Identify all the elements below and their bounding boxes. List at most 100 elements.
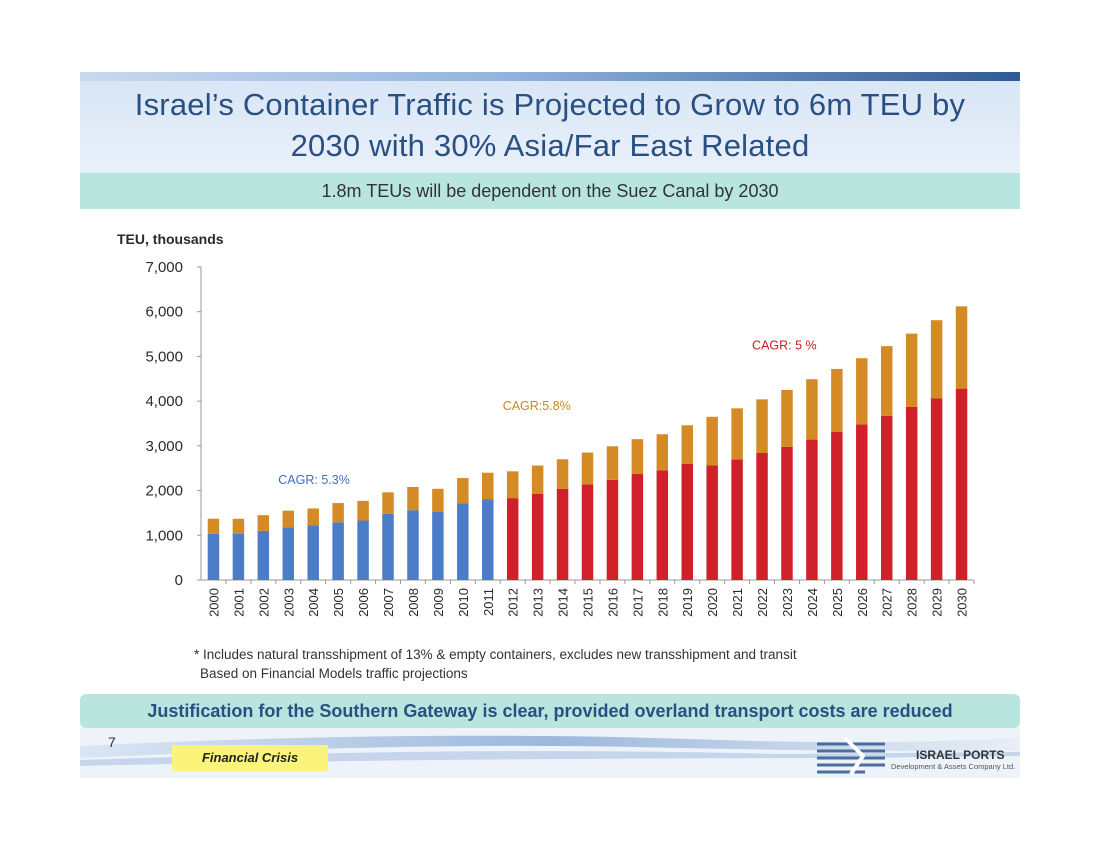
bar-segment-upper (930, 320, 943, 399)
x-tick-label: 2024 (805, 588, 820, 617)
x-tick-label: 2003 (281, 588, 296, 617)
x-tick-label: 2029 (930, 588, 945, 617)
bar-segment-upper (831, 368, 843, 432)
bar-segment-lower (731, 459, 743, 580)
bar-segment-upper (731, 408, 743, 460)
bar-segment-upper (880, 346, 893, 416)
bar-segment-upper (282, 510, 295, 528)
bar-segment-lower (432, 512, 444, 580)
bar-segment-lower (482, 499, 494, 580)
x-tick-label: 2007 (381, 588, 396, 617)
bar-segment-lower (257, 530, 270, 580)
bar-segment-lower (282, 527, 295, 580)
bar-segment-upper (506, 471, 519, 499)
bar-segment-upper (581, 452, 594, 485)
bar-segment-lower (706, 465, 718, 580)
bar-segment-upper (432, 488, 444, 513)
bar-segment-upper (307, 508, 319, 526)
bar-segment-upper (382, 492, 394, 514)
x-tick-label: 2023 (780, 588, 795, 617)
bar-segment-upper (905, 333, 918, 407)
bar-segment-lower (357, 520, 369, 580)
x-tick-label: 2022 (755, 588, 770, 617)
title-line-1: Israel’s Container Traffic is Projected … (134, 87, 966, 122)
bar-segment-lower (531, 493, 544, 580)
title-line-2: 2030 with 30% Asia/Far East Related (290, 128, 810, 163)
y-tick-label: 1,000 (145, 527, 183, 544)
bar-segment-upper (631, 439, 644, 475)
bar-segment-upper (207, 518, 220, 534)
x-tick-label: 2000 (206, 588, 221, 617)
y-tick-label: 6,000 (145, 304, 183, 321)
bar-segment-lower (457, 503, 469, 580)
cagr-annotation: CAGR:5.8% (503, 399, 571, 413)
bar-segment-lower (930, 398, 943, 580)
bar-segment-lower (581, 484, 594, 580)
bar-segment-lower (307, 525, 319, 580)
justification-banner: Justification for the Southern Gateway i… (80, 694, 1020, 728)
x-tick-label: 2009 (431, 588, 446, 617)
x-tick-label: 2004 (306, 588, 321, 617)
logo-name: ISRAEL PORTS (916, 748, 1005, 762)
x-tick-label: 2012 (506, 588, 521, 617)
footnote: * Includes natural transshipment of 13% … (194, 645, 797, 683)
financial-crisis-tag: Financial Crisis (172, 745, 328, 771)
bar-segment-upper (656, 434, 669, 471)
top-accent-bar (80, 72, 1020, 81)
x-tick-label: 2021 (730, 588, 745, 617)
bar-segment-lower (207, 533, 220, 580)
bar-segment-lower (407, 510, 419, 580)
x-tick-label: 2020 (705, 588, 720, 617)
footnote-line-2: Based on Financial Models traffic projec… (200, 666, 468, 681)
x-tick-label: 2013 (531, 588, 546, 617)
x-tick-label: 2002 (256, 588, 271, 617)
bar-segment-lower (781, 446, 793, 580)
bar-segment-lower (806, 439, 818, 580)
slide-title: Israel’s Container Traffic is Projected … (80, 84, 1020, 166)
x-tick-label: 2030 (955, 588, 970, 617)
cagr-annotation: CAGR: 5.3% (278, 473, 350, 487)
x-tick-label: 2001 (231, 588, 246, 617)
bar-segment-lower (831, 431, 843, 580)
page-number: 7 (108, 734, 116, 750)
bar-segment-lower (955, 388, 968, 580)
bar-segment-upper (457, 478, 469, 504)
bar-segment-upper (357, 500, 369, 521)
x-tick-label: 2016 (605, 588, 620, 617)
bar-segment-upper (781, 389, 793, 447)
bar-segment-upper (955, 306, 968, 389)
bar-segment-lower (332, 522, 344, 580)
x-tick-label: 2015 (581, 588, 596, 617)
x-tick-label: 2028 (905, 588, 920, 617)
title-box (80, 81, 1020, 173)
cagr-annotation: CAGR: 5 % (752, 339, 817, 353)
bar-segment-lower (756, 453, 768, 580)
bar-segment-lower (681, 463, 693, 580)
stacked-bar-chart: TEU, thousands 0 1,000 2,000 3,000 4,000 5,000… (117, 231, 975, 617)
bar-segment-lower (232, 533, 245, 580)
bar-segment-lower (656, 470, 669, 580)
x-tick-label: 2006 (356, 588, 371, 617)
bar-segment-upper (232, 518, 245, 534)
bar-segment-upper (407, 486, 419, 511)
bar-segment-upper (806, 379, 818, 440)
y-tick-label: 4,000 (145, 393, 183, 410)
bar-segment-lower (631, 474, 644, 580)
bar-segment-upper (606, 446, 619, 480)
waves-logo-icon (817, 736, 885, 776)
x-tick-label: 2025 (830, 588, 845, 617)
x-tick-label: 2019 (680, 588, 695, 617)
subtitle-banner: 1.8m TEUs will be dependent on the Suez … (80, 173, 1020, 209)
y-tick-label: 7,000 (145, 259, 183, 276)
x-tick-label: 2008 (406, 588, 421, 617)
x-tick-label: 2017 (630, 588, 645, 617)
bar-segment-upper (856, 358, 868, 425)
bar-segment-upper (531, 465, 544, 494)
x-tick-label: 2011 (481, 588, 496, 616)
bar-segment-lower (606, 479, 619, 580)
y-tick-label: 0 (175, 572, 183, 589)
bar-segment-upper (706, 416, 718, 466)
x-tick-label: 2026 (855, 588, 870, 617)
x-tick-label: 2010 (456, 588, 471, 617)
bar-segment-lower (905, 406, 918, 580)
